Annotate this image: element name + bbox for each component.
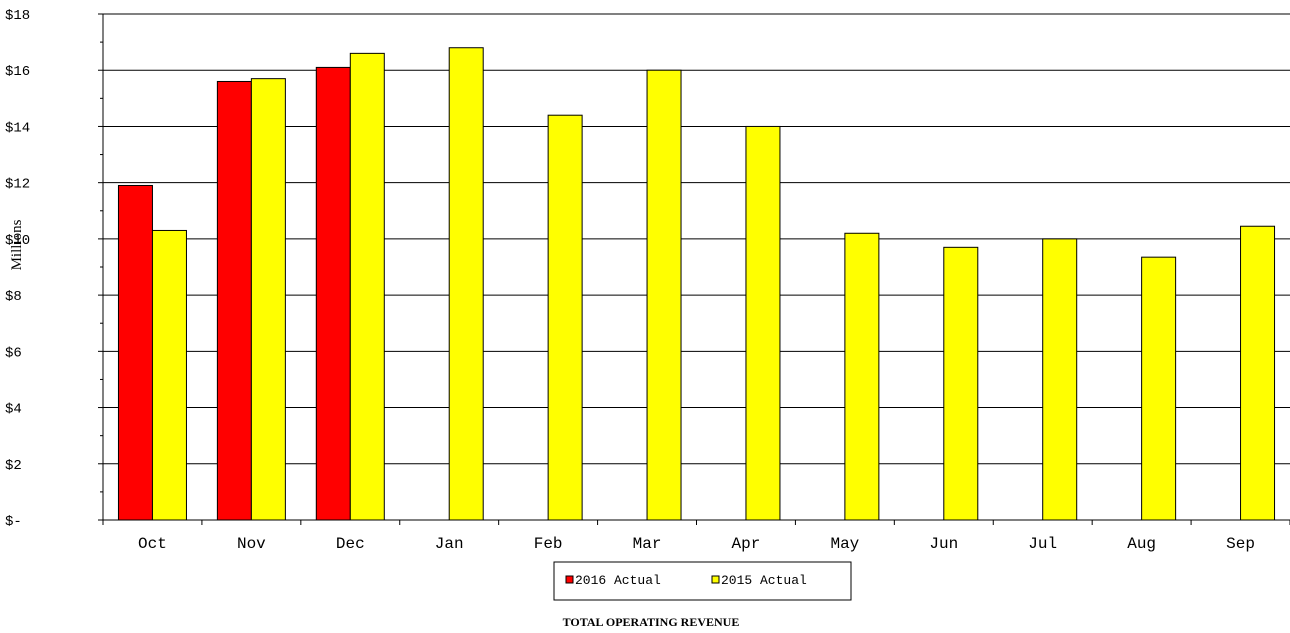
bar-2015-aug [1141, 256, 1177, 521]
bar-2015-jan [448, 47, 484, 521]
bar-2015-jun [943, 246, 979, 521]
x-tick-label: Sep [1226, 535, 1255, 553]
x-tick-label: Jan [435, 535, 464, 553]
y-tick-label: $12 [5, 177, 30, 193]
y-tick-label: $6 [5, 345, 22, 361]
x-tick-label: Aug [1127, 535, 1156, 553]
legend-swatch-2015 [711, 575, 720, 584]
legend: 2016 Actual 2015 Actual [553, 561, 852, 601]
y-tick-label: $8 [5, 289, 22, 305]
x-tick-label: Feb [534, 535, 563, 553]
x-tick-label: Mar [633, 535, 662, 553]
bar-2015-feb [547, 114, 583, 521]
legend-box [553, 561, 852, 601]
y-axis-label: Millions [9, 219, 25, 270]
bar-2015-mar [646, 69, 682, 521]
bars [117, 47, 1276, 521]
legend-label-2015: 2015 Actual [721, 573, 807, 588]
bar-2015-dec [349, 52, 385, 521]
gridlines [103, 13, 1290, 465]
bar-2015-apr [745, 125, 781, 521]
y-tick-label: $- [5, 514, 22, 530]
y-axis: $- $2 $4 $6 $8 $10 $12 $14 $16 $18 [5, 8, 104, 530]
x-axis: Oct Nov Dec Jan Feb Mar Apr May Jun Jul Aug Sep [98, 519, 1290, 553]
x-tick-label: Jul [1028, 535, 1057, 553]
bar-2015-may [844, 232, 880, 521]
bar-2015-oct [151, 229, 187, 521]
y-tick-label: $14 [5, 120, 30, 136]
bar-2016-oct [117, 184, 153, 521]
x-tick-label: Dec [336, 535, 365, 553]
bar-2015-sep [1240, 225, 1276, 521]
x-tick-label: May [830, 535, 859, 553]
x-tick-label: Apr [732, 535, 761, 553]
y-tick-label: $10 [5, 233, 30, 249]
x-tick-label: Nov [237, 535, 266, 553]
y-tick-label: $2 [5, 458, 22, 474]
bar-2015-jul [1042, 238, 1078, 521]
y-tick-label: $16 [5, 64, 30, 80]
y-tick-label: $4 [5, 402, 22, 418]
bar-2015-nov [250, 78, 286, 521]
y-tick-label: $18 [5, 8, 30, 24]
bar-2016-dec [315, 66, 351, 521]
chart-title: TOTAL OPERATING REVENUE [563, 615, 740, 629]
bar-2016-nov [216, 80, 252, 521]
legend-swatch-2016 [565, 575, 574, 584]
x-tick-label: Jun [929, 535, 958, 553]
x-tick-label: Oct [138, 535, 167, 553]
legend-label-2016: 2016 Actual [575, 573, 661, 588]
